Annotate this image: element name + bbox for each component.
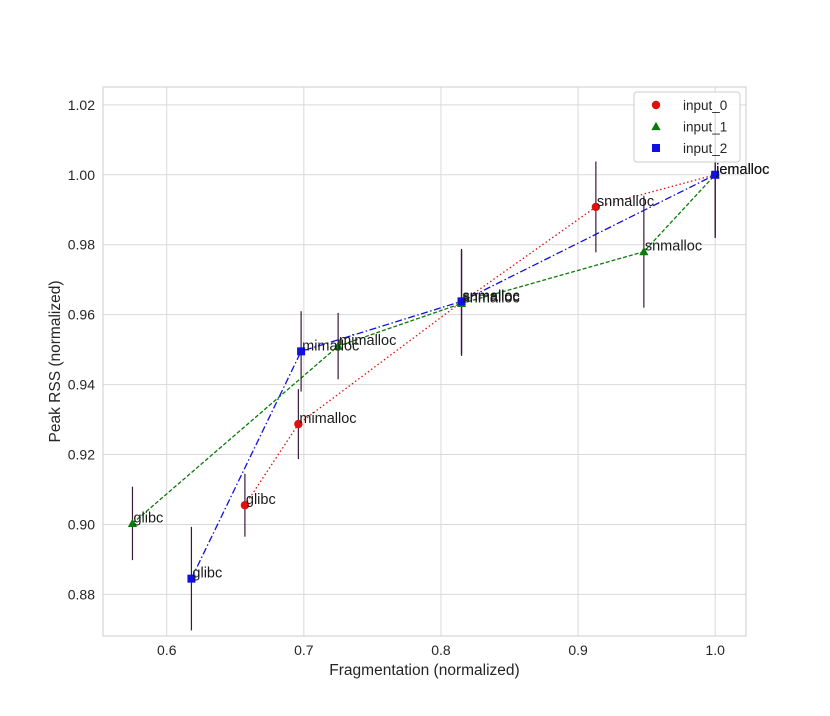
point-annotation: snmalloc	[645, 239, 702, 255]
y-tick-label: 0.96	[68, 307, 95, 323]
point-annotation: snmalloc	[597, 194, 654, 210]
x-tick-label: 0.6	[157, 642, 177, 658]
x-tick-label: 0.7	[294, 642, 314, 658]
legend-label: input_0	[683, 98, 727, 113]
point-annotation: jemalloc	[715, 162, 769, 178]
x-tick-labels: 0.6 0.7 0.8 0.9 1.0	[157, 642, 725, 658]
point-annotation: jemalloc	[715, 162, 769, 178]
point-annotation: glibc	[192, 566, 222, 582]
data-point-input_2	[457, 297, 466, 306]
legend-label: input_2	[683, 141, 727, 156]
series-line-input_2	[190, 174, 716, 579]
data-point-input_2	[711, 170, 720, 179]
y-tick-labels: 0.88 0.90 0.92 0.94 0.96 0.98 1.00 1.02	[68, 97, 95, 603]
x-tick-label: 1.0	[705, 642, 725, 658]
legend-box	[633, 91, 741, 163]
y-tick-label: 1.00	[68, 167, 95, 183]
markers	[127, 169, 720, 583]
data-point-input_2	[297, 347, 306, 356]
x-axis-title: Fragmentation (normalized)	[329, 662, 519, 679]
legend: input_0 input_1 input_2	[633, 91, 741, 163]
data-point-input_1	[333, 341, 343, 350]
point-annotation: snmalloc	[463, 288, 520, 304]
y-tick-label: 0.98	[68, 237, 95, 253]
plot-frame	[102, 86, 747, 637]
plot-background	[103, 87, 746, 636]
x-tick-label: 0.8	[431, 642, 451, 658]
legend-label: input_1	[683, 120, 727, 135]
legend-marker-input_1	[651, 121, 661, 131]
y-tick-label: 0.88	[68, 586, 95, 602]
point-annotations: glibc mimalloc snmalloc snmalloc jemalloc gli…	[133, 162, 769, 582]
y-axis-title: Peak RSS (normalized)	[47, 281, 64, 443]
data-point-input_0	[294, 419, 303, 429]
data-point-input_0	[240, 501, 250, 510]
y-tick-label: 0.94	[68, 377, 95, 393]
y-tick-label: 0.92	[68, 447, 95, 463]
data-point-input_1	[639, 246, 649, 256]
x-tick-label: 0.9	[568, 642, 588, 658]
point-annotation: glibc	[246, 492, 276, 508]
y-tick-label: 1.02	[68, 97, 95, 113]
point-annotation: mimalloc	[299, 411, 356, 427]
point-annotation: snmalloc	[463, 290, 520, 306]
legend-marker-input_2	[652, 144, 660, 152]
data-point-input_2	[187, 574, 196, 583]
point-annotation: snmalloc	[463, 289, 520, 305]
legend-marker-input_0	[651, 100, 661, 110]
data-point-input_0	[591, 202, 601, 212]
point-annotation: jemalloc	[715, 162, 769, 178]
point-annotation: mimalloc	[302, 338, 359, 354]
point-annotation: mimalloc	[339, 333, 396, 349]
point-annotation: glibc	[133, 510, 163, 526]
data-point-input_1	[127, 518, 138, 528]
y-tick-label: 0.90	[68, 516, 95, 532]
